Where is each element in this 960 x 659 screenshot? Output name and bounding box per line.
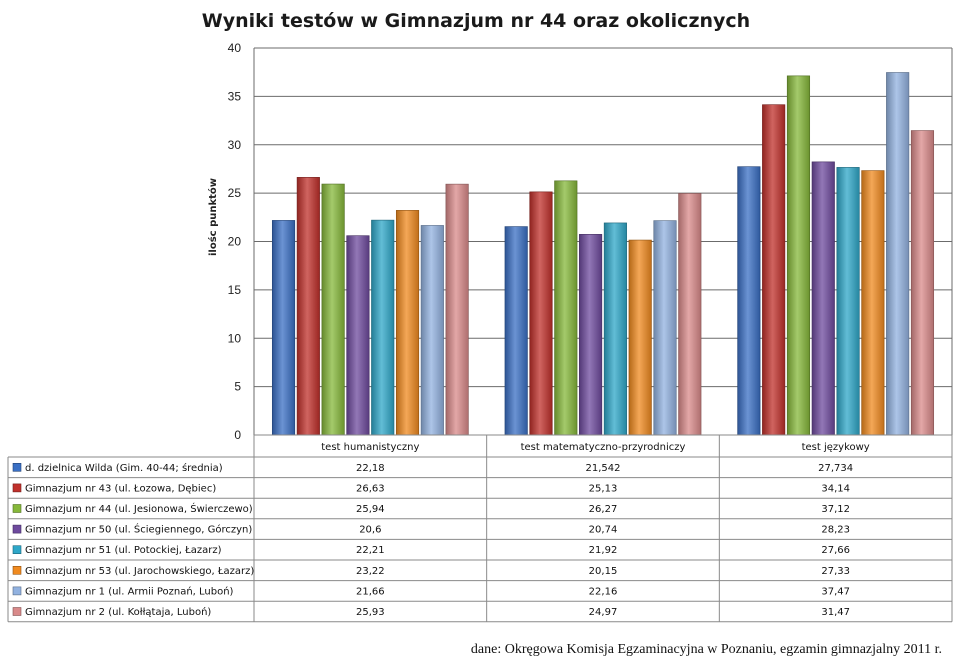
y-axis-ticks: 0 5 10 15 20 25 30 35 40: [228, 41, 242, 442]
bar: [603, 222, 627, 436]
data-label: 27,734: [818, 463, 853, 474]
bar: [371, 219, 395, 436]
category-label: test językowy: [802, 442, 870, 453]
bar: [861, 170, 885, 436]
legend-swatch: [12, 545, 22, 555]
data-label: 21,66: [356, 586, 385, 597]
gridlines: [253, 47, 953, 436]
y-tick-label: 5: [234, 380, 241, 394]
data-label: 21,542: [586, 463, 621, 474]
data-label: 21,92: [589, 545, 618, 556]
bar: [529, 191, 553, 436]
data-label: 20,15: [589, 566, 618, 577]
bar: [296, 177, 320, 436]
bar: [910, 130, 935, 436]
y-tick-label: 35: [228, 89, 242, 103]
data-label: 22,18: [356, 463, 385, 474]
bar: [554, 180, 578, 436]
legend-swatch: [12, 462, 22, 472]
data-label: 20,6: [359, 525, 381, 536]
legend-swatch: [12, 607, 22, 616]
legend-swatch: [12, 504, 22, 513]
legend-entry: Gimnazjum nr 53 (ul. Jarochowskiego, Łaz…: [25, 566, 254, 577]
data-label: 25,13: [589, 483, 618, 494]
data-label: 28,23: [821, 525, 850, 536]
data-label: 31,47: [821, 607, 850, 618]
data-label: 23,22: [356, 566, 385, 577]
data-label: 20,74: [589, 525, 618, 536]
legend-swatch: [12, 483, 22, 493]
y-tick-label: 20: [228, 235, 242, 249]
bar: [445, 183, 469, 436]
bar: [321, 183, 345, 436]
data-label: 37,12: [821, 504, 850, 515]
bar: [836, 167, 860, 436]
data-label: 22,16: [589, 586, 618, 597]
bar: [886, 72, 910, 436]
chart-title: Wyniki testów w Gimnazjum nr 44 oraz oko…: [202, 10, 750, 32]
data-table: test humanistyczny test matematyczno-przy…: [7, 434, 953, 623]
y-axis-label: ilośc punktów: [207, 178, 219, 256]
bar: [271, 220, 296, 436]
data-label: 27,66: [821, 545, 850, 556]
bar: [737, 166, 761, 436]
data-label: 25,94: [356, 504, 385, 515]
bar: [395, 210, 420, 436]
bar: [628, 239, 652, 436]
y-tick-label: 15: [228, 283, 242, 297]
bar: [678, 193, 702, 436]
legend-entry: Gimnazjum nr 2 (ul. Kołłątaja, Luboń): [25, 606, 211, 618]
bar: [504, 226, 528, 436]
source-note: dane: Okręgowa Komisja Egzaminacyjna w P…: [471, 642, 942, 657]
bar: [420, 225, 444, 436]
y-tick-label: 30: [228, 138, 242, 152]
data-label: 37,47: [821, 586, 850, 597]
data-label: 25,93: [356, 607, 385, 618]
data-label: 22,21: [356, 545, 385, 556]
data-label: 26,27: [589, 504, 618, 515]
y-tick-label: 10: [228, 331, 242, 345]
bar: [653, 220, 677, 436]
data-label: 26,63: [356, 483, 385, 494]
legend-swatch: [12, 565, 22, 575]
data-label: 27,33: [821, 566, 850, 577]
bar: [346, 235, 370, 436]
data-label: 34,14: [821, 483, 850, 494]
legend-entry: Gimnazjum nr 43 (ul. Łozowa, Dębiec): [25, 483, 216, 494]
bar: [762, 104, 786, 436]
bars: [271, 72, 935, 436]
bar: [579, 234, 603, 436]
bar: [786, 75, 811, 436]
legend-swatch: [12, 586, 22, 596]
legend-entry: d. dzielnica Wilda (Gim. 40-44; średnia): [25, 462, 223, 474]
legend-entry: Gimnazjum nr 50 (ul. Ściegiennego, Górcz…: [25, 523, 252, 536]
data-label: 24,97: [589, 607, 618, 618]
y-tick-label: 40: [228, 41, 242, 55]
legend-entry: Gimnazjum nr 44 (ul. Jesionowa, Świercze…: [25, 502, 253, 515]
bar: [811, 161, 835, 436]
category-label: test matematyczno-przyrodniczy: [521, 442, 686, 453]
y-tick-label: 25: [228, 186, 242, 200]
legend-entry: Gimnazjum nr 1 (ul. Armii Poznań, Luboń): [25, 585, 234, 597]
legend-entry: Gimnazjum nr 51 (ul. Potockiej, Łazarz): [25, 545, 222, 556]
y-tick-label: 0: [234, 428, 241, 442]
legend-swatch: [12, 524, 22, 534]
category-label: test humanistyczny: [321, 442, 419, 453]
